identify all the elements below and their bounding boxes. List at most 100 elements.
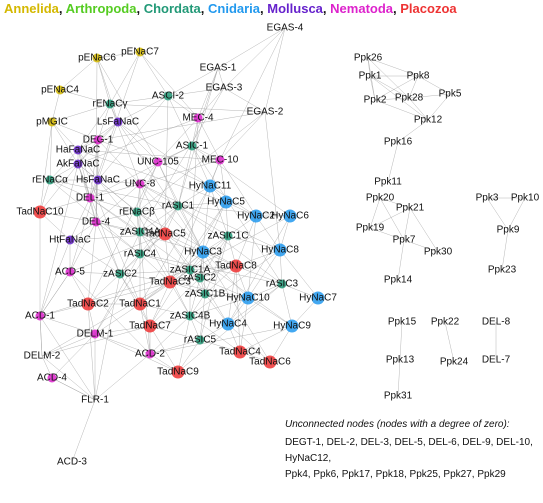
node-label: pMGIC <box>36 117 68 128</box>
edge <box>408 97 429 121</box>
edge <box>69 239 121 275</box>
node <box>277 279 287 289</box>
edge <box>397 359 401 397</box>
node <box>73 159 83 169</box>
node <box>135 249 145 259</box>
node <box>135 179 145 189</box>
edge <box>95 211 138 223</box>
legend-separator: , <box>323 1 327 16</box>
node <box>187 141 197 151</box>
node <box>219 195 233 209</box>
node <box>73 145 83 155</box>
edge <box>95 221 204 253</box>
edge <box>197 87 225 119</box>
node-label: HyNaC9 <box>273 321 311 332</box>
edge <box>119 273 171 283</box>
edge <box>227 215 291 325</box>
edge <box>235 265 241 353</box>
edge <box>199 277 249 299</box>
edge <box>369 75 429 121</box>
edge <box>191 145 221 161</box>
node-label: ASIC-1 <box>176 141 209 152</box>
node <box>215 155 225 165</box>
edge <box>96 57 159 163</box>
node-label: TadNaC9 <box>157 367 199 378</box>
legend-separator: , <box>260 1 264 16</box>
edge <box>51 103 111 123</box>
node-label: Ppk24 <box>440 357 469 368</box>
edge <box>167 95 199 119</box>
node <box>229 259 243 273</box>
node-label: pENaC6 <box>78 53 116 64</box>
edge <box>94 333 151 355</box>
node-label: TadNaC5 <box>144 229 186 240</box>
edge <box>69 221 97 241</box>
node <box>55 85 65 95</box>
legend: Annelida, Arthropoda, Chordata, Cnidaria… <box>4 1 457 16</box>
edge <box>109 51 141 105</box>
edge <box>247 297 293 327</box>
edge <box>69 233 166 241</box>
node-label: Ppk14 <box>384 275 413 286</box>
node-label: zASIC1B <box>185 289 226 300</box>
edge <box>369 75 410 99</box>
node <box>115 269 125 279</box>
edge <box>169 281 191 317</box>
edge <box>94 303 141 335</box>
edge <box>219 159 227 203</box>
node-label: MEC-4 <box>182 113 214 124</box>
node <box>185 311 195 321</box>
edge <box>157 161 211 187</box>
edge <box>51 121 79 165</box>
edge <box>219 111 266 161</box>
edge <box>96 57 111 105</box>
node-label: DEL-1 <box>76 193 105 204</box>
edge <box>39 315 96 335</box>
node-label: rASIC1 <box>162 201 195 212</box>
edge <box>157 161 179 207</box>
node-label: Ppk10 <box>511 193 540 204</box>
edge <box>39 121 53 213</box>
edge <box>51 121 99 141</box>
node-label: DEL-8 <box>482 317 511 328</box>
node-label: Ppk28 <box>395 93 424 104</box>
edge <box>39 271 71 317</box>
edge <box>49 163 79 181</box>
edge <box>41 355 96 401</box>
edge <box>89 197 141 233</box>
edge <box>169 201 227 283</box>
node-label: DEL-7 <box>482 355 511 366</box>
node <box>113 117 123 127</box>
node <box>65 235 75 245</box>
edge <box>235 265 283 285</box>
edge <box>204 235 229 295</box>
node-label: Ppk30 <box>424 247 453 258</box>
edge <box>177 205 204 253</box>
node <box>196 245 210 259</box>
node-label: HyNaC3 <box>184 247 222 258</box>
edge <box>369 75 376 101</box>
edge <box>235 249 281 267</box>
node <box>133 297 147 311</box>
node-label: Ppk1 <box>359 71 382 82</box>
edge <box>139 51 199 119</box>
edge <box>149 339 201 355</box>
node <box>93 135 103 145</box>
edge <box>119 231 141 275</box>
edge <box>97 95 169 181</box>
edge <box>51 89 61 123</box>
node <box>93 175 103 185</box>
edge <box>95 183 141 223</box>
node <box>47 117 57 127</box>
node-label: rASIC3 <box>266 279 299 290</box>
node <box>221 317 235 331</box>
edge <box>136 183 141 213</box>
edge <box>39 269 191 317</box>
edge <box>189 265 237 271</box>
edge <box>209 185 229 237</box>
edge <box>197 117 221 161</box>
edge <box>223 87 266 113</box>
edge <box>374 97 410 101</box>
edge <box>239 325 293 353</box>
edge <box>149 325 179 373</box>
